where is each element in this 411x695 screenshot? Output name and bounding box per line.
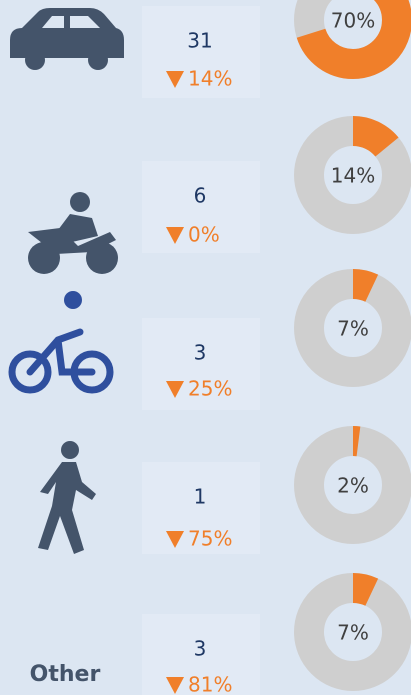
cyclist-head <box>64 291 82 309</box>
count: 31 <box>187 29 212 53</box>
share-label: 7% <box>337 317 369 341</box>
stat-card <box>142 6 260 98</box>
change: 25% <box>188 377 232 401</box>
pedestrian-icon <box>38 441 96 554</box>
down-arrow <box>166 227 184 244</box>
change: 14% <box>188 67 232 91</box>
share-label: 70% <box>331 9 375 33</box>
count: 6 <box>194 184 207 208</box>
donut-share <box>294 426 411 544</box>
car-icon <box>10 8 124 70</box>
share-label: 14% <box>331 164 375 188</box>
stat-card <box>142 614 260 695</box>
car-windows <box>42 16 100 28</box>
down-arrow <box>166 71 184 88</box>
donut-share <box>294 573 411 691</box>
change: 81% <box>188 673 232 695</box>
share-label: 2% <box>337 474 369 498</box>
count: 3 <box>194 637 207 661</box>
count: 3 <box>194 341 207 365</box>
stat-card <box>142 462 260 554</box>
motorbike-icon <box>28 192 118 274</box>
donut-share <box>294 0 411 79</box>
count: 1 <box>194 485 207 509</box>
down-arrow <box>166 677 184 694</box>
down-arrow <box>166 381 184 398</box>
stat-card <box>142 318 260 410</box>
change: 0% <box>188 223 220 247</box>
bicycle-icon <box>8 328 114 394</box>
other-label: Other <box>30 662 101 687</box>
donut-share <box>294 116 411 234</box>
donut-share <box>294 269 411 387</box>
change: 75% <box>188 527 232 551</box>
down-arrow <box>166 531 184 548</box>
share-label: 7% <box>337 621 369 645</box>
stat-card <box>142 161 260 253</box>
